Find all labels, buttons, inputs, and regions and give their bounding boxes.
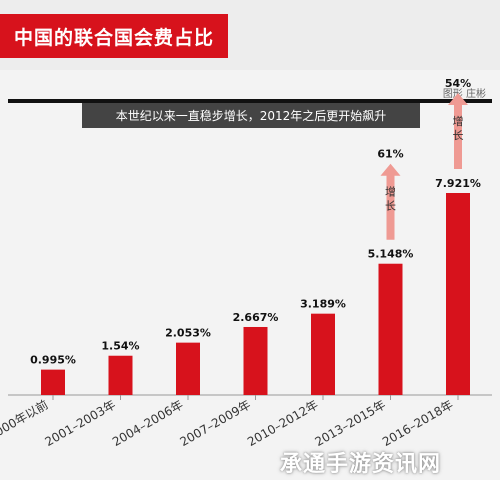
- credit-label: 图形 庄彬: [442, 89, 486, 100]
- growth-text: 增长: [453, 114, 464, 142]
- title-banner: 中国的联合国会费占比: [0, 14, 228, 58]
- watermark-text: 承通手游资讯网: [280, 452, 442, 477]
- bar: [41, 369, 65, 395]
- up-arrow-icon: [380, 163, 401, 240]
- subtitle-box: 本世纪以来一直稳步增长，2012年之后更开始飙升: [82, 103, 420, 128]
- top-rule: [8, 99, 492, 103]
- bar: [243, 326, 268, 395]
- data-label: 1.54%: [101, 340, 139, 353]
- x-tick-label: 2004–2006年: [110, 397, 185, 449]
- growth-percent-label: 61%: [377, 148, 403, 161]
- x-tick-label: 2010–2012年: [245, 397, 320, 449]
- chart-title: 中国的联合国会费占比: [14, 27, 215, 49]
- x-tick-label: 2016–2018年: [380, 397, 455, 449]
- growth-percent-label: 54%: [445, 77, 471, 90]
- data-label: 2.667%: [233, 311, 279, 324]
- data-label: 7.921%: [435, 177, 481, 190]
- x-tick-label: 2007–2009年: [178, 397, 253, 449]
- bar: [378, 263, 403, 395]
- bar: [446, 193, 470, 395]
- data-label: 5.148%: [368, 248, 414, 261]
- x-tick-label: 2013–2015年: [313, 397, 388, 449]
- data-label: 0.995%: [30, 354, 76, 367]
- data-label: 3.189%: [300, 298, 346, 311]
- growth-text: 增长: [385, 185, 396, 213]
- x-tick-label: 2001–2003年: [43, 397, 118, 449]
- bar: [311, 313, 335, 395]
- up-arrow-icon: [448, 93, 468, 169]
- bar: [176, 342, 200, 395]
- data-label: 2.053%: [165, 327, 211, 340]
- bar: [108, 355, 133, 395]
- chart-subtitle: 本世纪以来一直稳步增长，2012年之后更开始飙升: [115, 109, 387, 123]
